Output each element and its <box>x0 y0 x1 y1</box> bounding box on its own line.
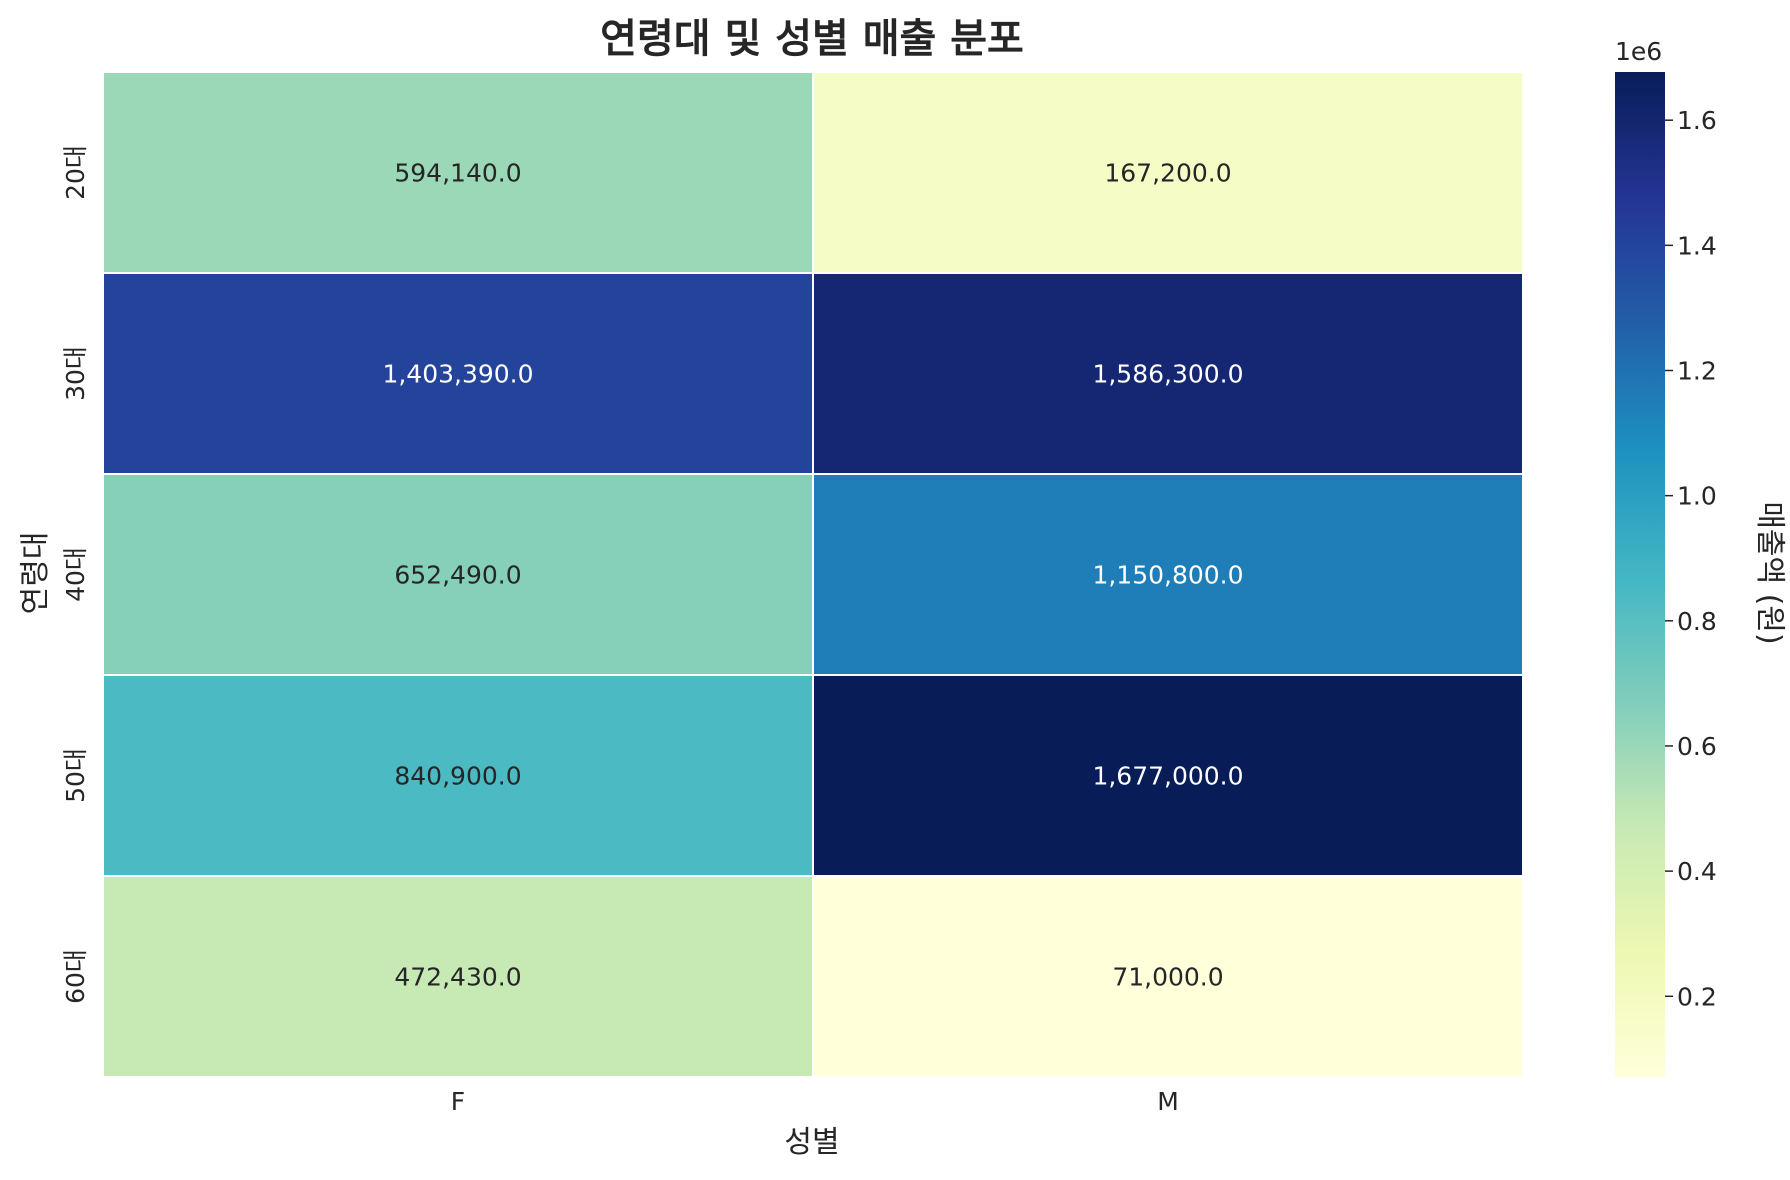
cell-value-label: 594,140.0 <box>394 159 521 188</box>
heatmap-cell <box>812 473 1524 676</box>
y-tick-label: 30대 <box>61 346 90 401</box>
colorbar-tick-label: 0.8 <box>1677 607 1717 636</box>
colorbar-tick-label: 0.2 <box>1677 982 1717 1011</box>
cell-value-label: 1,403,390.0 <box>382 360 533 389</box>
colorbar-tick-label: 1.2 <box>1677 356 1717 385</box>
heatmap-cell <box>102 875 814 1078</box>
x-tick-label: M <box>1157 1087 1179 1116</box>
x-tick-label: F <box>451 1087 465 1116</box>
heatmap-cell <box>102 71 814 274</box>
heatmap-cell <box>812 875 1524 1078</box>
heatmap-cell <box>812 272 1524 475</box>
heatmap-cell <box>812 674 1524 877</box>
cell-value-label: 1,150,800.0 <box>1092 561 1243 590</box>
cell-value-label: 167,200.0 <box>1104 159 1231 188</box>
colorbar <box>1615 72 1665 1077</box>
y-tick-label: 50대 <box>61 748 90 803</box>
x-axis-label: 성별 <box>784 1125 839 1160</box>
heatmap-cells <box>102 71 1524 1078</box>
y-tick-label: 60대 <box>61 949 90 1004</box>
y-axis-ticks: 20대 30대 40대 50대 60대 <box>61 145 90 1004</box>
cell-value-label: 472,430.0 <box>394 963 521 992</box>
cell-value-label: 840,900.0 <box>394 762 521 791</box>
colorbar-tick-label: 0.6 <box>1677 732 1717 761</box>
colorbar-label: 매출액 (원) <box>1752 501 1787 644</box>
cell-value-label: 71,000.0 <box>1112 963 1223 992</box>
colorbar-offset-text: 1e6 <box>1615 37 1662 66</box>
heatmap-cell <box>102 473 814 676</box>
colorbar-tick-label: 1.6 <box>1677 106 1717 135</box>
chart-title: 연령대 및 성별 매출 분포 <box>600 16 1024 62</box>
colorbar-tick-label: 1.4 <box>1677 231 1717 260</box>
y-tick-label: 40대 <box>61 547 90 602</box>
heatmap-cell-labels: 594,140.0 167,200.0 1,403,390.0 1,586,300.0… <box>382 159 1243 992</box>
cell-value-label: 1,586,300.0 <box>1092 360 1243 389</box>
heatmap-cell <box>102 272 814 475</box>
y-axis-label: 연령대 <box>18 532 53 615</box>
colorbar-tick-label: 1.0 <box>1677 482 1717 511</box>
y-tick-label: 20대 <box>61 145 90 200</box>
colorbar-tick-label: 0.4 <box>1677 857 1717 886</box>
heatmap-cell <box>812 71 1524 274</box>
colorbar-ticks: 0.2 0.4 0.6 0.8 1.0 1.2 1.4 1.6 <box>1665 106 1717 1011</box>
heatmap-cell <box>102 674 814 877</box>
cell-value-label: 1,677,000.0 <box>1092 762 1243 791</box>
cell-value-label: 652,490.0 <box>394 561 521 590</box>
